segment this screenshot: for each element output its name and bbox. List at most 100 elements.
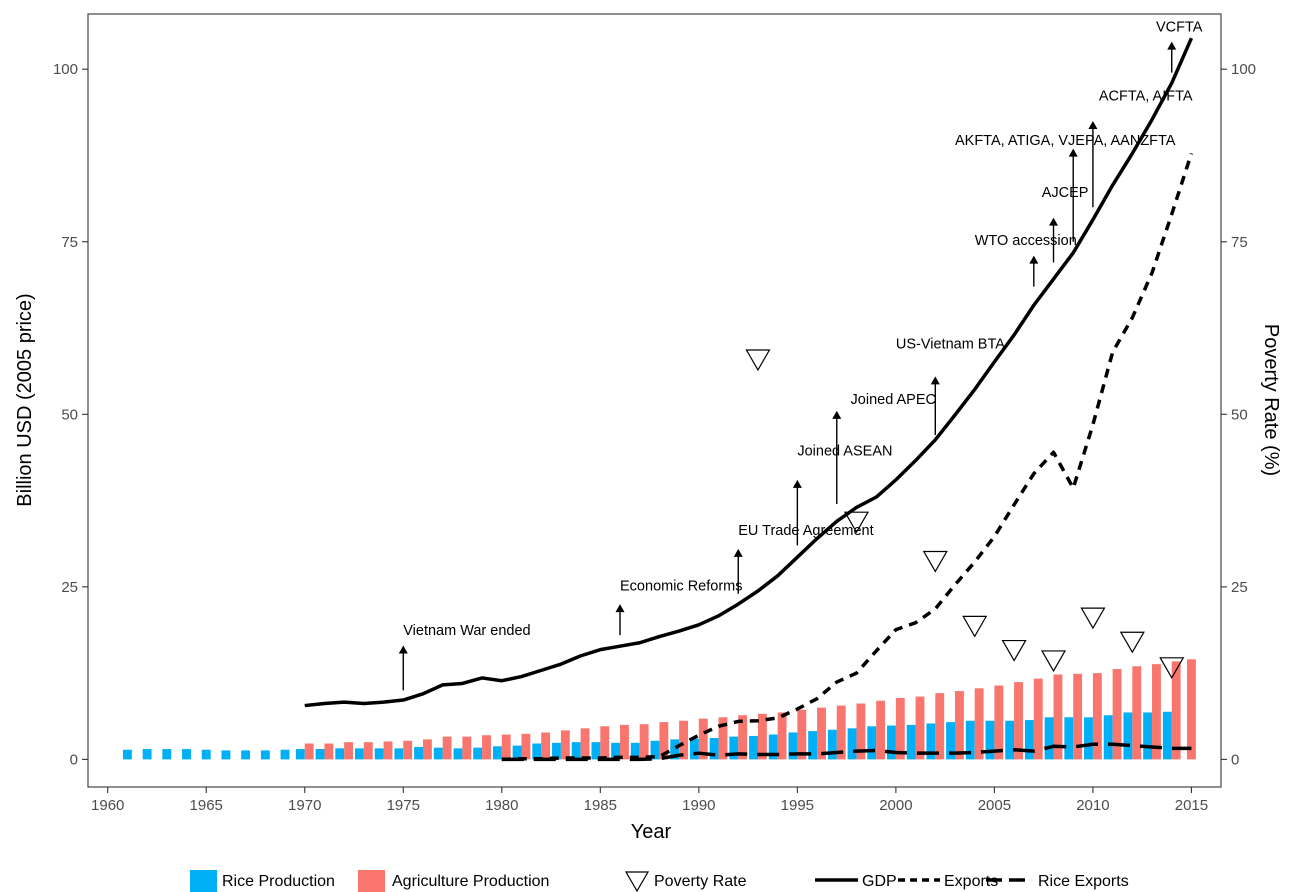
x-tick-label: 2010 — [1076, 797, 1109, 814]
rice-production-bar — [394, 748, 403, 759]
rice-production-bar — [493, 746, 502, 759]
agriculture-production-bar — [1152, 664, 1161, 759]
legend-label-poverty-rate: Poverty Rate — [654, 873, 747, 890]
y-axis-title-right: Poverty Rate (%) — [1260, 324, 1282, 476]
rice-production-bar — [261, 750, 270, 759]
agriculture-production-bar — [1132, 666, 1141, 759]
rice-production-bar — [986, 721, 995, 760]
y-tick-label-left: 75 — [61, 234, 78, 251]
annotation-label: VCFTA — [1156, 19, 1203, 35]
legend-label-rice-exports: Rice Exports — [1038, 873, 1129, 890]
rice-production-bar — [1163, 712, 1172, 760]
rice-production-bar — [355, 748, 364, 759]
x-tick-label: 1965 — [190, 797, 223, 814]
agriculture-production-bar — [384, 741, 393, 759]
agriculture-production-bar — [1093, 673, 1102, 759]
rice-production-bar — [1064, 717, 1073, 759]
rice-production-bar — [1104, 715, 1113, 759]
legend: Rice Production Agriculture Production P… — [190, 870, 1129, 892]
x-tick-label: 1985 — [584, 797, 617, 814]
y-tick-label-right: 25 — [1231, 579, 1248, 596]
rice-production-bar — [690, 739, 699, 760]
x-tick-label: 1960 — [91, 797, 124, 814]
agriculture-production-bar — [778, 712, 787, 759]
x-tick-label: 1970 — [288, 797, 321, 814]
annotation-label: ACFTA, AIFTA — [1099, 88, 1193, 104]
x-tick-label: 2000 — [879, 797, 912, 814]
rice-production-bar — [1025, 720, 1034, 759]
y-tick-label-right: 75 — [1231, 234, 1248, 251]
rice-production-bar — [375, 748, 384, 759]
agriculture-production-bar — [1014, 682, 1023, 759]
rice-production-bar — [414, 747, 423, 759]
legend-key-agriculture-production — [358, 870, 385, 892]
annotation-label: Joined APEC — [851, 392, 936, 408]
y-tick-label-right: 100 — [1231, 61, 1256, 78]
rice-production-bar — [887, 726, 896, 760]
x-tick-label: 1975 — [387, 797, 420, 814]
annotation-label: WTO accession — [975, 233, 1077, 249]
rice-production-bar — [828, 730, 837, 760]
agriculture-production-bar — [1034, 679, 1043, 760]
annotation-label: Joined ASEAN — [797, 444, 892, 460]
agriculture-production-bar — [620, 725, 629, 760]
rice-production-bar — [222, 750, 231, 759]
rice-production-bar — [296, 749, 305, 759]
y-tick-label-left: 0 — [70, 751, 78, 768]
agriculture-production-bar — [994, 686, 1003, 760]
y-tick-label-right: 0 — [1231, 751, 1239, 768]
annotation-label: Vietnam War ended — [403, 623, 530, 639]
agriculture-production-bar — [482, 735, 491, 759]
agriculture-production-bar — [305, 744, 314, 760]
x-tick-label: 1980 — [485, 797, 518, 814]
y-tick-label-left: 25 — [61, 579, 78, 596]
rice-production-bar — [202, 750, 211, 760]
rice-production-bar — [241, 750, 250, 759]
rice-production-bar — [1045, 717, 1054, 759]
agriculture-production-bar — [640, 724, 649, 759]
agriculture-production-bar — [876, 701, 885, 760]
agriculture-production-bar — [975, 688, 984, 759]
rice-production-bar — [1084, 717, 1093, 759]
agriculture-production-bar — [502, 735, 511, 760]
y-tick-label-left: 50 — [61, 406, 78, 423]
rice-production-bar — [848, 728, 857, 759]
rice-production-bar — [1143, 712, 1152, 759]
legend-label-rice-production: Rice Production — [222, 873, 335, 890]
rice-production-bar — [434, 748, 443, 760]
annotation-label: EU Trade Agreement — [738, 523, 873, 539]
agriculture-production-bar — [522, 734, 531, 760]
rice-production-bar — [907, 725, 916, 760]
legend-label-gdp: GDP — [862, 873, 897, 890]
agriculture-production-bar — [462, 737, 471, 760]
agriculture-production-bar — [600, 726, 609, 759]
agriculture-production-bar — [935, 693, 944, 759]
agriculture-production-bar — [581, 728, 590, 759]
rice-production-bar — [316, 749, 325, 759]
x-tick-label: 1990 — [682, 797, 715, 814]
x-axis-title: Year — [631, 821, 672, 843]
annotation-label: Economic Reforms — [620, 578, 742, 594]
y-axis-title-left: Billion USD (2005 price) — [14, 293, 36, 506]
rice-production-bar — [749, 736, 758, 759]
agriculture-production-bar — [443, 737, 452, 760]
rice-production-bar — [1123, 712, 1132, 759]
legend-key-rice-production — [190, 870, 217, 892]
y-tick-label-right: 50 — [1231, 406, 1248, 423]
rice-production-bar — [1005, 721, 1014, 760]
rice-production-bar — [454, 748, 463, 759]
rice-production-bar — [182, 749, 191, 759]
x-tick-label: 2005 — [978, 797, 1011, 814]
rice-production-bar — [281, 750, 290, 760]
agriculture-production-bar — [423, 739, 432, 759]
agriculture-production-bar — [541, 732, 550, 759]
agriculture-production-bar — [797, 710, 806, 760]
agriculture-production-bar — [403, 741, 412, 760]
agriculture-production-bar — [896, 698, 905, 759]
rice-production-bar — [162, 749, 171, 759]
annotation-label: AKFTA, ATIGA, VJEPA, AANZFTA — [955, 133, 1176, 149]
annotation-label: AJCEP — [1042, 185, 1089, 201]
agriculture-production-bar — [916, 697, 925, 760]
agriculture-production-bar — [344, 742, 353, 759]
